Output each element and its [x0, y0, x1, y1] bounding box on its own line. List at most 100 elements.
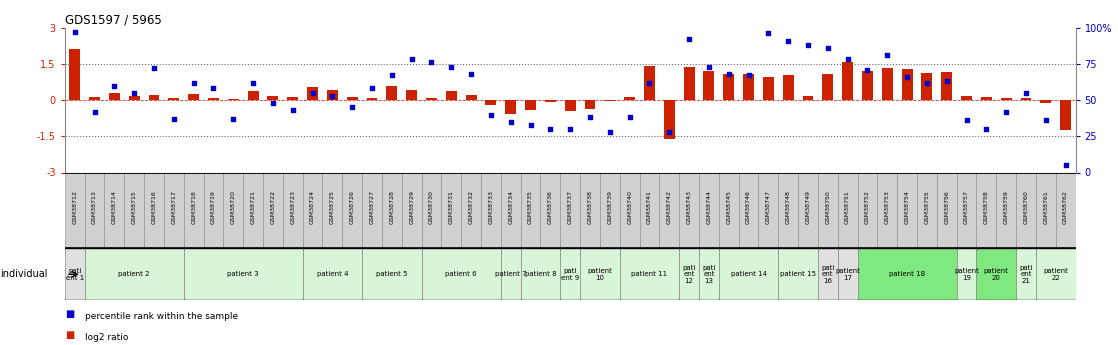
Bar	[778, 172, 798, 248]
Bar	[600, 172, 619, 248]
Text: patient
10: patient 10	[587, 268, 613, 280]
Text: GSM38736: GSM38736	[548, 190, 553, 224]
Bar	[818, 172, 837, 248]
Bar	[897, 172, 917, 248]
Bar	[362, 172, 382, 248]
Point	[561, 126, 579, 132]
Point	[225, 116, 243, 122]
Point	[779, 38, 797, 43]
Point	[720, 71, 738, 77]
Bar	[1016, 248, 1036, 300]
Point	[105, 83, 123, 88]
Point	[363, 86, 381, 91]
Bar	[818, 248, 837, 300]
Bar	[85, 248, 183, 300]
Text: individual: individual	[0, 269, 47, 279]
Text: GSM38750: GSM38750	[825, 190, 831, 224]
Point	[1057, 162, 1074, 168]
Point	[264, 100, 282, 106]
Bar	[426, 98, 437, 100]
Point	[164, 116, 182, 122]
Point	[1017, 90, 1035, 96]
Point	[502, 119, 520, 125]
Bar	[901, 69, 912, 100]
Bar	[144, 172, 164, 248]
Point	[145, 66, 163, 71]
Text: patient 11: patient 11	[632, 271, 667, 277]
Text: GSM38713: GSM38713	[92, 190, 97, 224]
Bar	[619, 248, 679, 300]
Point	[799, 42, 817, 48]
Point	[423, 60, 440, 65]
Text: GSM38761: GSM38761	[1043, 190, 1049, 224]
Point	[997, 109, 1015, 115]
Text: GSM38737: GSM38737	[568, 190, 572, 224]
Bar	[803, 96, 814, 100]
Text: pati
ent 1: pati ent 1	[66, 268, 84, 280]
Text: GSM38740: GSM38740	[627, 190, 632, 224]
Bar	[941, 72, 953, 100]
Point	[661, 129, 679, 135]
Bar	[1036, 248, 1076, 300]
Text: GSM38718: GSM38718	[191, 190, 196, 224]
Text: GSM38743: GSM38743	[686, 190, 692, 224]
Text: patient 15: patient 15	[780, 271, 816, 277]
Text: patient 8: patient 8	[524, 271, 557, 277]
Bar	[367, 98, 378, 100]
Bar	[208, 98, 219, 100]
Bar	[203, 172, 224, 248]
Text: pati
ent
13: pati ent 13	[702, 265, 716, 284]
Text: log2 ratio: log2 ratio	[85, 333, 129, 342]
Point	[641, 80, 659, 86]
Bar	[1021, 98, 1032, 100]
Bar	[342, 172, 362, 248]
Point	[205, 86, 222, 91]
Bar	[104, 172, 124, 248]
Text: pati
ent
12: pati ent 12	[682, 265, 695, 284]
Bar	[521, 248, 560, 300]
Bar	[1041, 100, 1051, 103]
Text: GSM38722: GSM38722	[271, 190, 275, 224]
Bar	[481, 172, 501, 248]
Bar	[307, 88, 318, 100]
Point	[522, 122, 540, 127]
Bar	[917, 172, 937, 248]
Bar	[129, 96, 140, 100]
Text: GSM38717: GSM38717	[171, 190, 177, 224]
Bar	[723, 74, 735, 100]
Bar	[501, 172, 521, 248]
Bar	[501, 248, 521, 300]
Point	[125, 90, 143, 96]
Text: GSM38731: GSM38731	[448, 190, 454, 224]
Bar	[244, 172, 263, 248]
Text: GSM38751: GSM38751	[845, 190, 850, 224]
Bar	[980, 97, 992, 100]
Text: GSM38715: GSM38715	[132, 190, 136, 224]
Bar	[267, 96, 278, 100]
Text: GSM38720: GSM38720	[230, 190, 236, 224]
Text: GSM38752: GSM38752	[865, 190, 870, 224]
Bar	[287, 97, 299, 100]
Point	[323, 93, 341, 98]
Text: GSM38754: GSM38754	[904, 190, 910, 224]
Bar	[719, 172, 739, 248]
Text: GSM38721: GSM38721	[250, 190, 256, 224]
Text: GSM38724: GSM38724	[310, 190, 315, 224]
Text: GSM38747: GSM38747	[766, 190, 770, 224]
Text: GSM38727: GSM38727	[370, 190, 375, 224]
Text: GSM38758: GSM38758	[984, 190, 988, 224]
Bar	[719, 248, 778, 300]
Bar	[580, 172, 600, 248]
Bar	[149, 95, 160, 100]
Text: GSM38756: GSM38756	[945, 190, 949, 224]
Bar	[699, 172, 719, 248]
Text: GSM38753: GSM38753	[884, 190, 890, 224]
Text: ■: ■	[65, 309, 74, 319]
Text: GSM38744: GSM38744	[707, 190, 711, 224]
Bar	[639, 172, 660, 248]
Bar	[921, 73, 932, 100]
Bar	[164, 172, 183, 248]
Bar	[560, 248, 580, 300]
Bar	[565, 100, 576, 111]
Point	[581, 115, 599, 120]
